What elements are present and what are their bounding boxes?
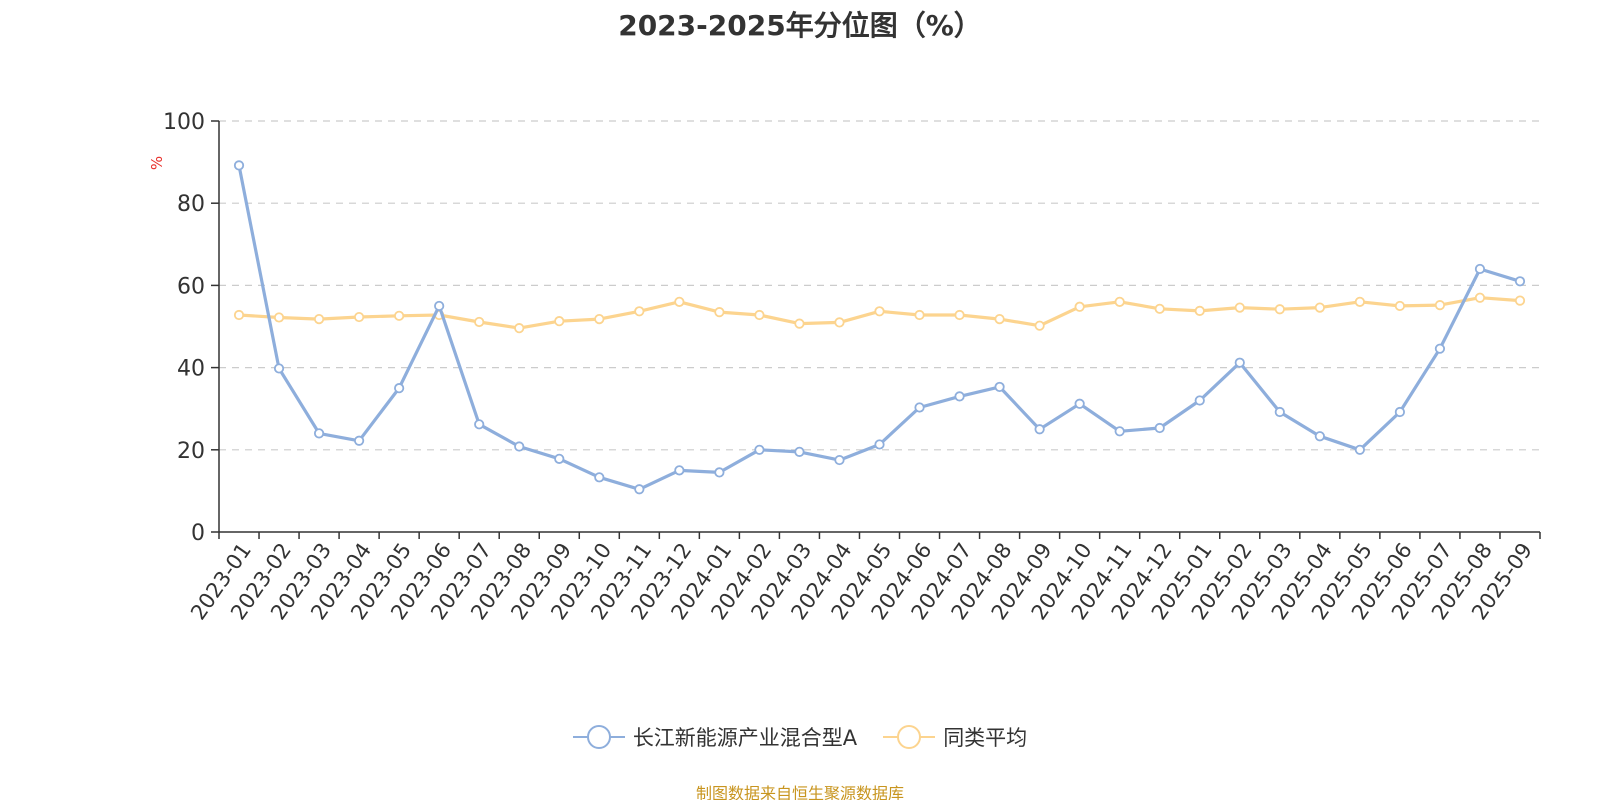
data-point-series-2 (514, 323, 525, 334)
data-point-series-1 (1234, 357, 1245, 368)
chart-legend: 长江新能源产业混合型A 同类平均 (0, 722, 1600, 752)
data-point-series-1 (313, 428, 325, 439)
data-point-series-1 (1474, 263, 1486, 275)
legend-label-series-2: 同类平均 (943, 726, 1028, 750)
data-point-series-1 (994, 381, 1005, 393)
data-point-series-1 (1434, 343, 1446, 354)
data-point-series-2 (674, 296, 685, 307)
data-point-series-1 (594, 472, 605, 483)
data-point-series-2 (634, 306, 645, 317)
data-point-series-2 (1074, 301, 1085, 312)
data-point-series-1 (1274, 406, 1285, 418)
data-point-series-2 (1314, 302, 1325, 313)
y-tick-label: 100 (163, 110, 205, 135)
data-point-series-1 (1074, 398, 1085, 409)
data-point-series-2 (273, 312, 285, 323)
data-point-series-1 (954, 391, 965, 402)
data-point-series-1 (1354, 444, 1365, 455)
y-tick-label: 20 (177, 439, 205, 464)
data-point-series-1 (794, 446, 805, 457)
data-point-series-1 (434, 300, 445, 312)
data-point-series-2 (1194, 305, 1205, 316)
data-point-series-2 (594, 314, 605, 325)
y-tick-label: 40 (177, 357, 205, 382)
data-point-series-2 (1354, 296, 1365, 307)
data-point-series-2 (754, 309, 765, 321)
data-point-series-2 (474, 316, 485, 328)
data-point-series-2 (394, 310, 405, 321)
legend-series-1-icon (572, 725, 625, 749)
legend-label-series-1: 长江新能源产业混合型A (632, 726, 858, 750)
legend-series-2-icon (883, 725, 936, 749)
data-point-series-2 (233, 309, 245, 321)
data-point-series-2 (313, 314, 325, 325)
data-point-series-1 (514, 441, 525, 452)
data-point-series-2 (1234, 302, 1245, 313)
data-point-series-1 (754, 444, 765, 455)
data-point-series-2 (1394, 300, 1405, 312)
y-tick-label: 0 (191, 521, 205, 546)
data-point-series-2 (1154, 303, 1165, 314)
y-tick-label: 60 (177, 274, 205, 299)
y-tick-label: 80 (177, 192, 205, 217)
data-point-series-2 (954, 309, 965, 321)
data-point-series-1 (834, 454, 845, 466)
data-point-series-2 (1274, 304, 1285, 315)
source-note: 制图数据来自恒生聚源数据库 (695, 784, 904, 800)
data-point-series-2 (714, 307, 725, 318)
legend-item-series-1[interactable]: 长江新能源产业混合型A (572, 722, 858, 752)
data-point-series-1 (914, 402, 925, 413)
chart-title: 2023-2025年分位图（%） (618, 9, 982, 42)
data-point-series-1 (1394, 406, 1405, 418)
data-point-series-2 (994, 314, 1005, 325)
data-point-series-2 (834, 317, 845, 328)
data-point-series-1 (233, 160, 245, 171)
data-point-series-1 (1114, 426, 1125, 437)
data-point-series-1 (354, 435, 365, 446)
data-point-series-1 (273, 363, 285, 374)
data-point-series-1 (874, 439, 885, 450)
data-point-series-1 (474, 419, 485, 430)
data-point-series-1 (1154, 422, 1165, 434)
data-point-series-1 (674, 465, 685, 476)
y-axis-label: % (148, 156, 166, 170)
data-point-series-2 (914, 309, 925, 321)
data-point-series-1 (1314, 431, 1325, 442)
data-point-series-2 (354, 311, 365, 323)
data-point-series-1 (634, 484, 645, 495)
data-point-series-2 (1114, 296, 1125, 307)
data-point-series-1 (714, 467, 725, 478)
data-point-series-2 (1434, 300, 1446, 311)
data-point-series-2 (1514, 295, 1526, 306)
data-point-series-1 (554, 453, 565, 464)
legend-item-series-2[interactable]: 同类平均 (883, 722, 1027, 752)
data-point-series-2 (874, 306, 885, 317)
data-point-series-2 (794, 318, 805, 329)
data-point-series-2 (554, 316, 565, 327)
data-point-series-2 (1034, 320, 1045, 331)
data-point-series-2 (1474, 292, 1486, 303)
data-point-series-1 (1514, 276, 1526, 287)
data-point-series-1 (1194, 395, 1205, 406)
data-point-series-1 (394, 383, 405, 394)
data-point-series-1 (1034, 424, 1045, 435)
